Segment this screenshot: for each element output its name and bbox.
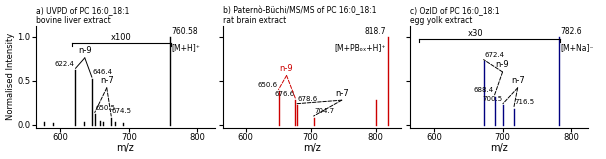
Text: 674.5: 674.5	[112, 108, 132, 114]
Text: 672.4: 672.4	[484, 52, 504, 58]
Text: n-9: n-9	[280, 64, 293, 73]
Text: 646.4: 646.4	[93, 69, 113, 76]
Text: 688.4: 688.4	[474, 87, 494, 93]
Text: c) OzID of PC 16:0_18:1
egg yolk extract: c) OzID of PC 16:0_18:1 egg yolk extract	[410, 6, 499, 25]
Text: [M+H]⁺: [M+H]⁺	[171, 43, 201, 52]
Text: 818.7: 818.7	[365, 27, 387, 36]
Text: 650.5: 650.5	[95, 105, 115, 111]
X-axis label: m/z: m/z	[116, 143, 134, 153]
Text: n-7: n-7	[511, 76, 525, 85]
Text: x30: x30	[468, 29, 484, 38]
Text: [M+Na]⁻: [M+Na]⁻	[561, 43, 594, 52]
Text: 700.5: 700.5	[482, 96, 502, 102]
Text: [M+PBₒₓ+H]⁺: [M+PBₒₓ+H]⁺	[335, 43, 387, 52]
Text: n-7: n-7	[100, 76, 114, 85]
Text: b) Paternò-Büchi/MS/MS of PC 16:0_18:1
rat brain extract: b) Paternò-Büchi/MS/MS of PC 16:0_18:1 r…	[223, 6, 376, 25]
X-axis label: m/z: m/z	[304, 143, 321, 153]
Text: 678.6: 678.6	[298, 96, 318, 102]
Text: 650.6: 650.6	[258, 82, 278, 88]
Text: 782.6: 782.6	[561, 27, 582, 36]
Text: a) UVPD of PC 16:0_18:1
bovine liver extract: a) UVPD of PC 16:0_18:1 bovine liver ext…	[36, 6, 130, 25]
Text: 622.4: 622.4	[55, 61, 75, 67]
Text: n-9: n-9	[496, 60, 510, 69]
X-axis label: m/z: m/z	[490, 143, 508, 153]
Text: 716.5: 716.5	[514, 100, 534, 105]
Y-axis label: Normalised Intensity: Normalised Intensity	[5, 33, 15, 120]
Text: n-9: n-9	[78, 46, 92, 55]
Text: 760.58: 760.58	[171, 27, 198, 36]
Text: 704.7: 704.7	[315, 108, 335, 114]
Text: n-7: n-7	[335, 89, 348, 97]
Text: 676.6: 676.6	[275, 91, 295, 97]
Text: x100: x100	[111, 33, 132, 42]
